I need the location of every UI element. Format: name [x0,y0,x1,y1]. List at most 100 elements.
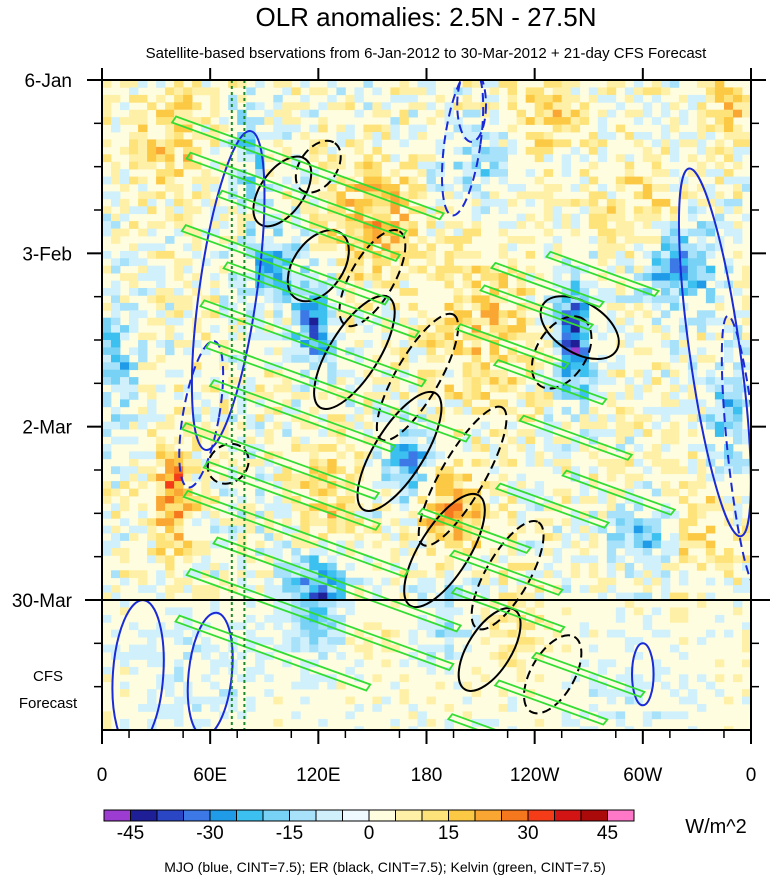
olr-cell [588,132,599,140]
olr-cell [363,622,373,631]
olr-cell [246,243,256,252]
olr-cell [318,585,328,593]
olr-cell [201,184,211,192]
er-contour [375,312,460,442]
olr-cell [606,540,617,549]
olr-cell [733,406,743,415]
olr-cell [642,132,653,140]
olr-cell [660,458,671,467]
olr-cell [462,525,472,534]
olr-cell [309,592,319,601]
olr-cell [543,622,554,631]
olr-cell [336,414,346,423]
olr-cell [390,392,400,400]
olr-cell [642,585,653,593]
olr-cell [246,666,256,675]
olr-cell [426,451,436,460]
olr-cell [471,228,481,237]
olr-cell [570,555,581,564]
olr-cell [561,585,572,593]
olr-cell [390,273,400,281]
olr-cell [543,94,554,103]
olr-cell [273,614,283,623]
olr-cell [390,533,400,541]
olr-cell [102,206,112,215]
olr-cell [615,265,626,274]
olr-cell [543,570,554,579]
olr-cell [516,392,526,400]
olr-cell [489,273,499,281]
olr-cell [651,362,662,371]
olr-cell [120,570,130,579]
olr-cell [336,540,346,549]
olr-cell [516,280,526,289]
olr-cell [733,87,743,96]
olr-cell [102,354,112,363]
olr-cell [111,354,121,363]
olr-cell [237,436,247,445]
olr-cell [588,681,599,690]
olr-cell [408,228,418,237]
olr-cell [174,659,184,668]
olr-cell [597,109,608,118]
olr-cell [102,250,112,259]
olr-cell [201,585,211,593]
olr-cell [345,384,355,393]
olr-cell [390,548,400,556]
olr-cell [525,562,536,571]
olr-cell [453,102,463,111]
olr-cell [327,384,337,393]
olr-cell [129,652,139,660]
olr-cell [246,236,256,244]
olr-cell [219,295,229,304]
olr-cell [742,585,751,593]
olr-cell [255,414,265,423]
olr-cell [651,325,662,333]
olr-cell [516,659,526,668]
kelvin-contour [185,151,408,238]
olr-cell [724,169,734,177]
olr-cell [237,466,247,475]
olr-cell [183,109,193,118]
olr-cell [156,154,166,163]
olr-cell [417,392,427,400]
olr-cell [282,347,292,356]
olr-cell [354,258,364,267]
olr-cell [534,384,545,393]
olr-cell [300,369,310,378]
olr-cell [525,399,536,408]
olr-cell [246,102,256,111]
olr-cell [579,444,590,452]
olr-cell [714,176,725,185]
olr-cell [525,87,536,96]
olr-cell [291,444,301,452]
olr-cell [156,273,166,281]
olr-cell [390,228,400,237]
olr-cell [615,154,626,163]
olr-cell [552,94,563,103]
olr-cell [696,124,707,133]
olr-cell [444,466,454,475]
olr-cell [633,503,644,512]
olr-cell [390,644,400,653]
colorbar-swatch [156,809,184,822]
olr-cell [579,362,590,371]
olr-cell [228,696,238,705]
olr-cell [733,518,743,527]
olr-cell [480,369,490,378]
olr-cell [408,265,418,274]
olr-cell [264,414,274,423]
olr-cell [615,250,626,259]
olr-cell [111,436,121,445]
olr-cell [111,94,121,103]
olr-cell [588,473,599,482]
olr-cell [615,325,626,333]
olr-cell [246,384,256,393]
olr-cell [273,607,283,616]
olr-cell [309,488,319,497]
olr-cell [174,384,184,393]
olr-cell [309,139,319,148]
olr-cell [462,681,472,690]
olr-cell [246,176,256,185]
olr-cell [489,325,499,333]
